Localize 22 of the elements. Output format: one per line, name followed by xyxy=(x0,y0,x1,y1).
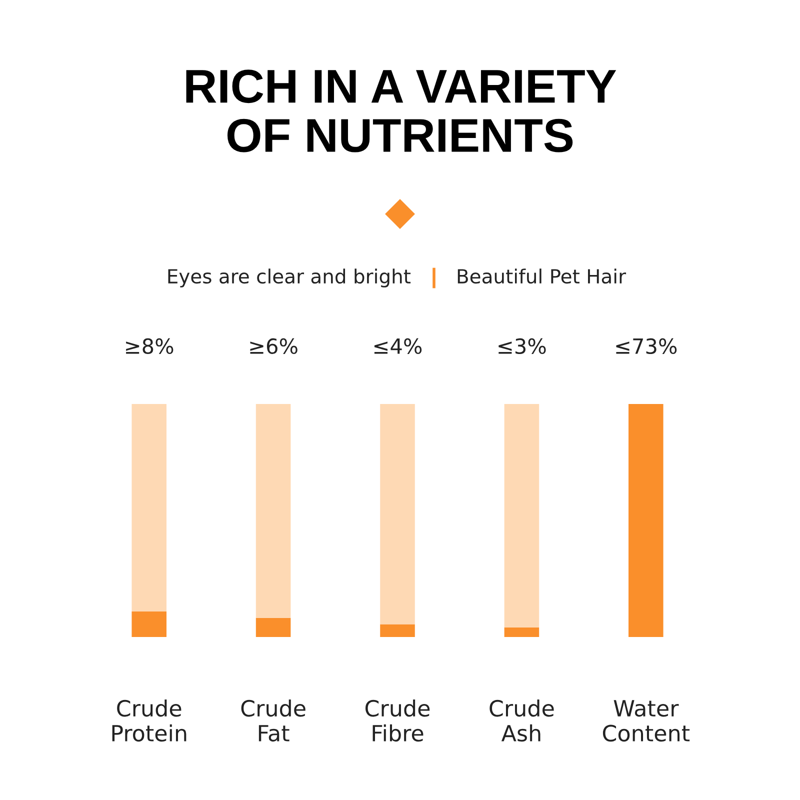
x-tick-label: Crude Fat xyxy=(241,700,306,742)
bar xyxy=(132,611,166,637)
x-tick-label: Crude Protein xyxy=(112,700,186,742)
x-tick-label: Water Content xyxy=(602,700,690,742)
bar xyxy=(132,404,166,612)
bar xyxy=(628,404,664,637)
data-label: ≥6% xyxy=(250,338,298,354)
bar xyxy=(256,404,291,618)
bar xyxy=(256,618,291,637)
x-tick-label: Crude Ash xyxy=(490,700,554,742)
chart-subtitle: Eyes are clear and bright xyxy=(168,268,411,288)
chart-title: RICH IN A VARIETY OF NUTRIENTS xyxy=(186,70,616,152)
text: Beautiful Pet Hair xyxy=(458,268,626,284)
bar xyxy=(504,404,540,628)
bar xyxy=(380,404,415,624)
data-label: ≤73% xyxy=(616,338,677,354)
x-tick-label: Crude Fibre xyxy=(365,700,430,742)
data-label: ≤3% xyxy=(498,338,546,354)
bar xyxy=(504,627,540,637)
data-label: ≤4% xyxy=(374,338,422,354)
bar xyxy=(380,624,415,637)
data-label: ≥8% xyxy=(126,338,174,354)
